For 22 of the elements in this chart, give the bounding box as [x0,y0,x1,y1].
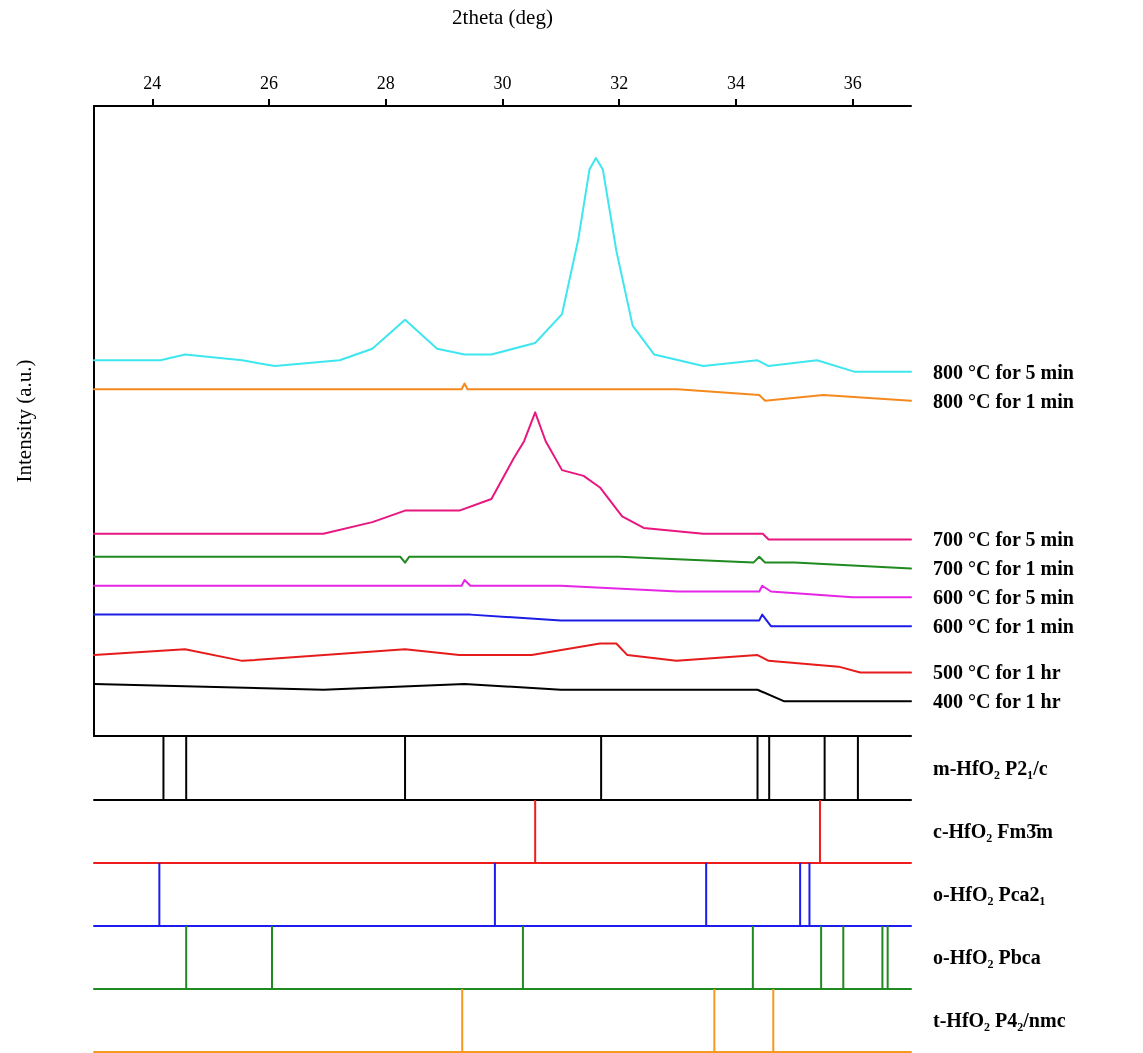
x-axis-title: 2theta (deg) [452,4,553,29]
series-label: 800 °C for 5 min [933,360,1074,383]
text: t-HfO₂ P4₂/nmc [933,1008,1066,1031]
text: m-HfO₂ P2₁/c [933,756,1048,779]
series-label: 600 °C for 1 min [933,615,1074,638]
series-label: 500 °C for 1 hr [933,661,1061,684]
x-tick-label: 32 [610,73,629,93]
x-tick-label: 28 [376,73,395,93]
text: c-HfO₂ Fm3̄m [933,819,1054,842]
x-tick-label: 24 [143,73,162,93]
x-tick-label: 36 [843,73,862,93]
series-label: 800 °C for 1 min [933,389,1074,412]
y-axis-title: Intensity (a.u.) [11,359,36,483]
series-label: 700 °C for 1 min [933,557,1074,580]
text: o-HfO₂ Pbca [933,945,1041,968]
x-tick-label: 26 [260,73,279,93]
series-label: 700 °C for 5 min [933,528,1074,551]
series-label: 600 °C for 5 min [933,586,1074,609]
x-tick-label: 34 [726,73,745,93]
text: o-HfO₂ Pca2₁ [933,882,1046,905]
x-tick-label: 30 [493,73,512,93]
series-label: 400 °C for 1 hr [933,690,1061,713]
